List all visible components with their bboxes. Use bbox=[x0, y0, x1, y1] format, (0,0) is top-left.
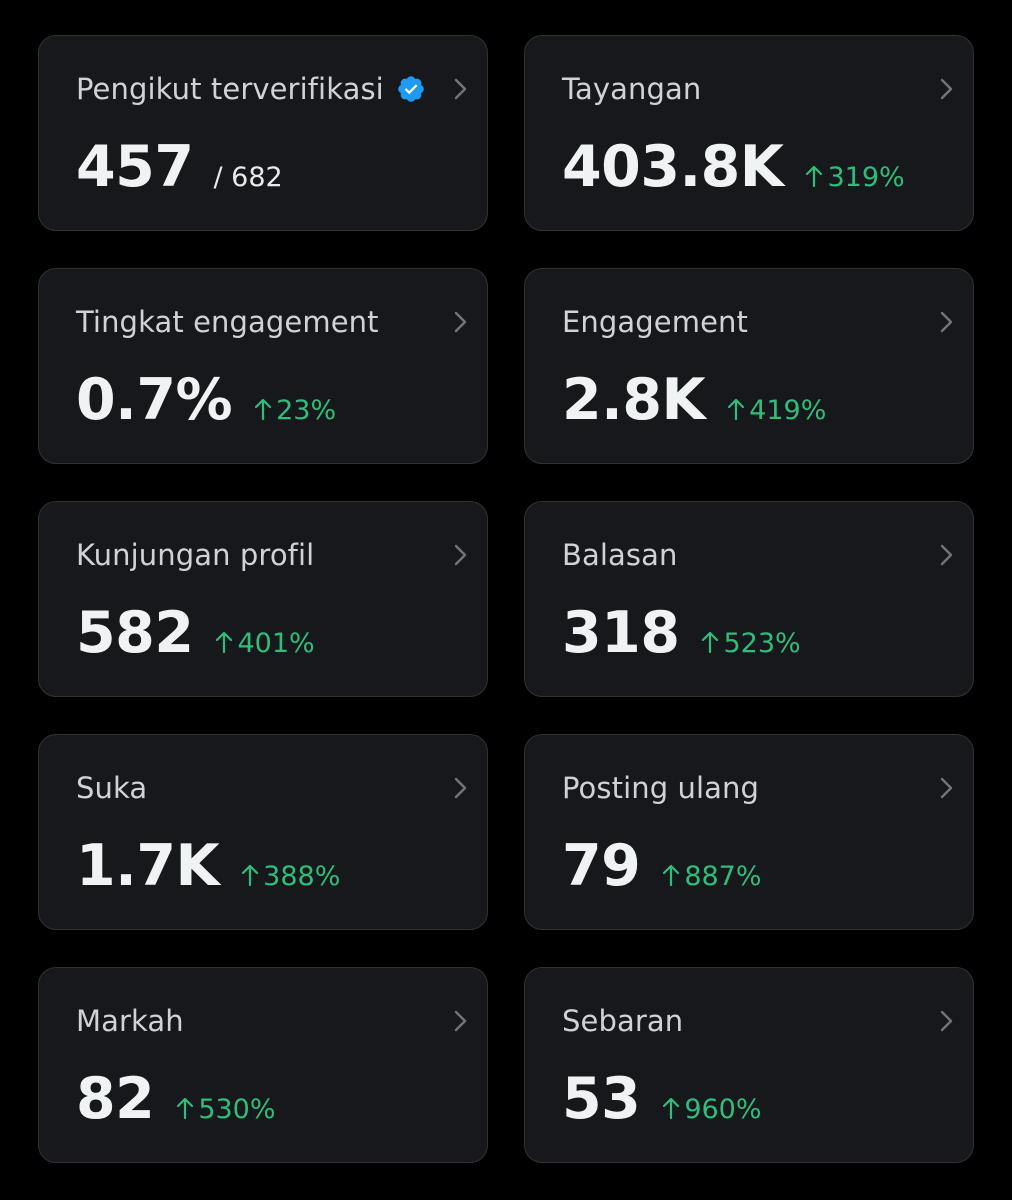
card-engagement[interactable]: Engagement 2.8K 419% bbox=[524, 268, 974, 464]
card-title-row: Engagement bbox=[562, 305, 748, 339]
metric-change: 530% bbox=[176, 1094, 276, 1125]
card-title: Pengikut terverifikasi bbox=[76, 72, 384, 106]
chevron-right-icon[interactable] bbox=[451, 309, 471, 335]
card-title: Tingkat engagement bbox=[76, 305, 379, 339]
card-likes[interactable]: Suka 1.7K 388% bbox=[38, 734, 488, 930]
chevron-right-icon[interactable] bbox=[937, 775, 957, 801]
metric-total: / 682 bbox=[213, 162, 283, 193]
value-row: 318 523% bbox=[562, 600, 801, 666]
card-impressions[interactable]: Tayangan 403.8K 319% bbox=[524, 35, 974, 231]
arrow-up-icon bbox=[727, 397, 745, 421]
metric-change: 523% bbox=[701, 628, 801, 659]
value-row: 582 401% bbox=[76, 600, 315, 666]
arrow-up-icon bbox=[805, 164, 823, 188]
metric-change: 23% bbox=[254, 395, 336, 426]
value-row: 457 / 682 bbox=[76, 134, 283, 200]
value-row: 403.8K 319% bbox=[562, 134, 905, 200]
card-title-row: Posting ulang bbox=[562, 771, 759, 805]
metric-change-value: 523% bbox=[723, 628, 801, 659]
metric-change: 388% bbox=[241, 861, 340, 892]
chevron-right-icon[interactable] bbox=[937, 1008, 957, 1034]
metric-value: 403.8K bbox=[562, 134, 784, 200]
metric-value: 0.7% bbox=[76, 367, 233, 433]
chevron-right-icon[interactable] bbox=[451, 76, 471, 102]
metric-value: 457 bbox=[76, 134, 194, 200]
card-title-row: Markah bbox=[76, 1004, 184, 1038]
arrow-up-icon bbox=[701, 630, 719, 654]
card-bookmarks[interactable]: Markah 82 530% bbox=[38, 967, 488, 1163]
metric-change-value: 530% bbox=[198, 1094, 276, 1125]
card-shares[interactable]: Sebaran 53 960% bbox=[524, 967, 974, 1163]
metric-change-value: 887% bbox=[684, 861, 762, 892]
value-row: 1.7K 388% bbox=[76, 833, 340, 899]
value-row: 0.7% 23% bbox=[76, 367, 336, 433]
card-profile-visits[interactable]: Kunjungan profil 582 401% bbox=[38, 501, 488, 697]
metric-change: 401% bbox=[215, 628, 315, 659]
value-row: 82 530% bbox=[76, 1066, 276, 1132]
card-reposts[interactable]: Posting ulang 79 887% bbox=[524, 734, 974, 930]
metric-change-value: 419% bbox=[749, 395, 827, 426]
chevron-right-icon[interactable] bbox=[451, 1008, 471, 1034]
metric-value: 582 bbox=[76, 600, 194, 666]
verified-badge-icon bbox=[396, 74, 426, 104]
chevron-right-icon[interactable] bbox=[937, 76, 957, 102]
metric-value: 53 bbox=[562, 1066, 641, 1132]
value-row: 53 960% bbox=[562, 1066, 762, 1132]
value-row: 79 887% bbox=[562, 833, 762, 899]
chevron-right-icon[interactable] bbox=[451, 542, 471, 568]
metric-change-value: 960% bbox=[684, 1094, 762, 1125]
metrics-grid: Pengikut terverifikasi 457 / 682 Tayanga… bbox=[38, 35, 974, 1163]
arrow-up-icon bbox=[215, 630, 233, 654]
metric-change-value: 388% bbox=[263, 861, 341, 892]
metric-value: 2.8K bbox=[562, 367, 706, 433]
chevron-right-icon[interactable] bbox=[937, 542, 957, 568]
metric-value: 318 bbox=[562, 600, 680, 666]
arrow-up-icon bbox=[241, 863, 259, 887]
metric-change: 319% bbox=[805, 162, 905, 193]
metric-change: 960% bbox=[662, 1094, 762, 1125]
value-row: 2.8K 419% bbox=[562, 367, 826, 433]
metric-value: 79 bbox=[562, 833, 641, 899]
card-title: Sebaran bbox=[562, 1004, 684, 1038]
arrow-up-icon bbox=[662, 863, 680, 887]
card-title-row: Kunjungan profil bbox=[76, 538, 314, 572]
metric-value: 82 bbox=[76, 1066, 155, 1132]
card-title-row: Sebaran bbox=[562, 1004, 683, 1038]
card-title: Balasan bbox=[562, 538, 678, 572]
metric-change-value: 23% bbox=[276, 395, 337, 426]
metric-change-value: 319% bbox=[827, 162, 905, 193]
metric-change: 419% bbox=[727, 395, 826, 426]
chevron-right-icon[interactable] bbox=[937, 309, 957, 335]
card-title: Tayangan bbox=[562, 72, 702, 106]
card-title-row: Tayangan bbox=[562, 72, 701, 106]
card-title-row: Pengikut terverifikasi bbox=[76, 72, 426, 106]
card-title-row: Tingkat engagement bbox=[76, 305, 379, 339]
arrow-up-icon bbox=[176, 1096, 194, 1120]
card-title: Posting ulang bbox=[562, 771, 760, 805]
card-replies[interactable]: Balasan 318 523% bbox=[524, 501, 974, 697]
card-title-row: Balasan bbox=[562, 538, 677, 572]
card-verified-followers[interactable]: Pengikut terverifikasi 457 / 682 bbox=[38, 35, 488, 231]
card-title: Engagement bbox=[562, 305, 748, 339]
card-title-row: Suka bbox=[76, 771, 147, 805]
card-title: Kunjungan profil bbox=[76, 538, 315, 572]
metric-change: 887% bbox=[662, 861, 762, 892]
metric-value: 1.7K bbox=[76, 833, 220, 899]
card-title: Suka bbox=[76, 771, 148, 805]
arrow-up-icon bbox=[254, 397, 272, 421]
arrow-up-icon bbox=[662, 1096, 680, 1120]
chevron-right-icon[interactable] bbox=[451, 775, 471, 801]
card-title: Markah bbox=[76, 1004, 184, 1038]
card-engagement-rate[interactable]: Tingkat engagement 0.7% 23% bbox=[38, 268, 488, 464]
metric-change-value: 401% bbox=[237, 628, 315, 659]
